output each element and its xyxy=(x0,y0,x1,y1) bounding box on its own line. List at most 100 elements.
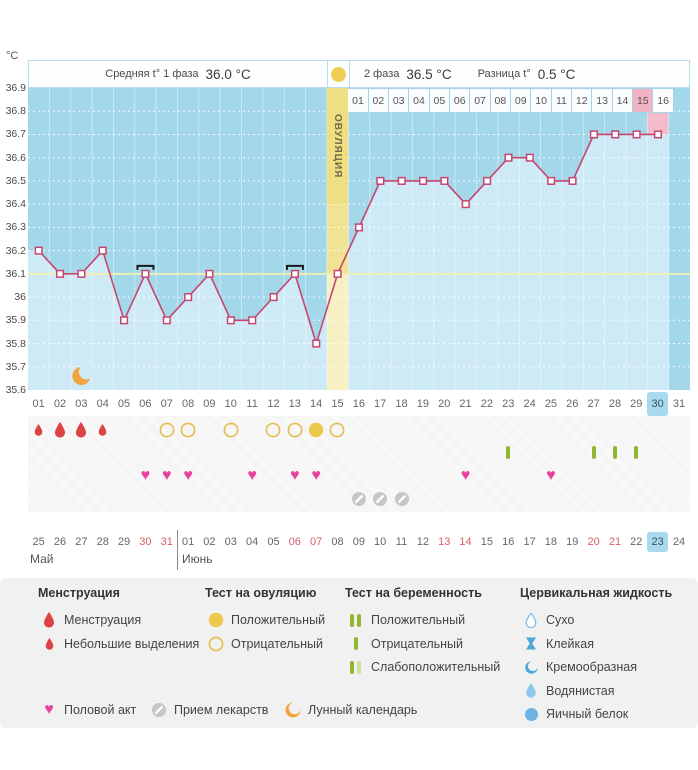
drop-small-day-1[interactable] xyxy=(28,418,49,441)
temp-point-day-5[interactable] xyxy=(120,316,129,325)
temp-point-day-9[interactable] xyxy=(205,269,214,278)
circle-outline-day-10[interactable] xyxy=(220,418,241,441)
heart-day-11[interactable]: ♥ xyxy=(247,466,257,484)
temp-point-day-24[interactable] xyxy=(525,153,534,162)
calendar-date-30[interactable]: 30 xyxy=(139,536,152,548)
calendar-date-05[interactable]: 05 xyxy=(267,536,280,548)
phase2-day-10[interactable]: 10 xyxy=(530,88,552,113)
calendar-date-10[interactable]: 10 xyxy=(374,536,387,548)
phase2-day-14[interactable]: 14 xyxy=(611,88,634,113)
calendar-date-24[interactable]: 24 xyxy=(672,536,686,548)
cycle-day-05[interactable]: 05 xyxy=(117,398,131,410)
temp-point-day-20[interactable] xyxy=(440,176,449,185)
phase2-day-16[interactable]: 16 xyxy=(652,88,674,113)
cycle-day-21[interactable]: 21 xyxy=(459,398,472,410)
cycle-day-15[interactable]: 15 xyxy=(331,398,344,410)
calendar-date-29[interactable]: 29 xyxy=(117,536,131,548)
phase2-day-04[interactable]: 04 xyxy=(408,88,430,113)
calendar-date-04[interactable]: 04 xyxy=(245,536,259,548)
phase2-day-08[interactable]: 08 xyxy=(489,88,512,113)
calendar-date-18[interactable]: 18 xyxy=(544,536,558,548)
drop-big-day-3[interactable] xyxy=(71,418,92,441)
cycle-day-09[interactable]: 09 xyxy=(203,398,216,410)
temp-point-day-1[interactable] xyxy=(34,246,43,255)
cycle-day-17[interactable]: 17 xyxy=(374,398,387,410)
temperature-chart[interactable] xyxy=(28,88,690,390)
cycle-day-27[interactable]: 27 xyxy=(587,398,600,410)
drop-small-day-4[interactable] xyxy=(92,418,113,441)
temp-point-day-13[interactable] xyxy=(290,269,299,278)
calendar-date-01[interactable]: 01 xyxy=(181,536,195,548)
bar-one-day-28[interactable] xyxy=(604,441,625,464)
temp-point-day-23[interactable] xyxy=(504,153,513,162)
cycle-day-31[interactable]: 31 xyxy=(672,398,686,410)
heart-day-21[interactable]: ♥ xyxy=(460,466,471,484)
cycle-day-23[interactable]: 23 xyxy=(502,398,515,410)
cycle-day-11[interactable]: 11 xyxy=(246,398,258,410)
circle-filled-day-14[interactable] xyxy=(305,418,326,441)
cycle-day-24[interactable]: 24 xyxy=(523,398,536,410)
temp-point-day-21[interactable] xyxy=(461,200,470,209)
cycle-day-01[interactable]: 01 xyxy=(32,398,45,410)
cycle-day-12[interactable]: 12 xyxy=(267,398,280,410)
bar-one-day-27[interactable] xyxy=(583,441,604,464)
temp-point-day-7[interactable] xyxy=(162,316,171,325)
temp-point-day-17[interactable] xyxy=(376,176,385,185)
cycle-day-22[interactable]: 22 xyxy=(480,398,494,410)
phase2-day-07[interactable]: 07 xyxy=(469,88,491,113)
temp-point-day-10[interactable] xyxy=(226,316,235,325)
bar-one-day-29[interactable] xyxy=(626,441,647,464)
heart-day-14[interactable]: ♥ xyxy=(311,466,321,484)
temp-point-day-26[interactable] xyxy=(568,176,577,185)
calendar-date-19[interactable]: 19 xyxy=(566,536,579,548)
temp-point-day-25[interactable] xyxy=(547,176,556,185)
circle-outline-day-15[interactable] xyxy=(327,418,348,441)
pill-day-17[interactable] xyxy=(370,487,391,510)
temp-point-day-6[interactable] xyxy=(141,269,150,278)
cycle-day-14[interactable]: 14 xyxy=(310,398,323,410)
drop-big-day-2[interactable] xyxy=(49,418,70,441)
cycle-day-16[interactable]: 16 xyxy=(352,398,365,410)
cycle-day-04[interactable]: 04 xyxy=(96,398,109,410)
circle-outline-day-8[interactable] xyxy=(177,418,198,441)
heart-day-7[interactable]: ♥ xyxy=(161,466,172,484)
cycle-day-18[interactable]: 18 xyxy=(395,398,408,410)
temp-point-day-30[interactable] xyxy=(653,130,663,139)
temp-point-day-18[interactable] xyxy=(397,176,406,185)
circle-outline-day-12[interactable] xyxy=(263,418,284,441)
phase2-day-05[interactable]: 05 xyxy=(428,88,451,113)
phase2-day-06[interactable]: 06 xyxy=(449,88,471,113)
pill-day-16[interactable] xyxy=(348,487,369,510)
cycle-day-29[interactable]: 29 xyxy=(630,398,643,410)
phase2-day-12[interactable]: 12 xyxy=(571,88,593,113)
phase2-day-09[interactable]: 09 xyxy=(510,88,532,113)
phase2-day-15[interactable]: 15 xyxy=(632,88,654,113)
temp-point-day-16[interactable] xyxy=(354,223,364,232)
temp-point-day-15[interactable] xyxy=(333,269,342,278)
phase2-day-13[interactable]: 13 xyxy=(591,88,613,113)
temp-point-day-29[interactable] xyxy=(632,130,641,139)
cycle-day-06[interactable]: 06 xyxy=(139,398,152,410)
bar-one-day-23[interactable] xyxy=(498,441,519,464)
calendar-date-15[interactable]: 15 xyxy=(480,536,494,548)
cycle-day-20[interactable]: 20 xyxy=(438,398,451,410)
calendar-date-16[interactable]: 16 xyxy=(502,536,515,548)
calendar-date-22[interactable]: 22 xyxy=(630,536,643,548)
heart-day-13[interactable]: ♥ xyxy=(290,466,300,484)
temp-point-day-2[interactable] xyxy=(55,269,65,278)
cycle-day-13[interactable]: 13 xyxy=(288,398,301,410)
circle-outline-day-13[interactable] xyxy=(284,418,305,441)
phase2-day-02[interactable]: 02 xyxy=(367,88,389,113)
pill-day-18[interactable] xyxy=(391,487,412,510)
calendar-date-31[interactable]: 31 xyxy=(160,536,173,548)
heart-day-25[interactable]: ♥ xyxy=(546,466,556,484)
cycle-day-28[interactable]: 28 xyxy=(608,398,622,410)
phase2-day-11[interactable]: 11 xyxy=(550,88,573,113)
temp-point-day-3[interactable] xyxy=(77,269,86,278)
calendar-date-08[interactable]: 08 xyxy=(331,536,344,548)
calendar-date-27[interactable]: 27 xyxy=(75,536,88,548)
cycle-day-08[interactable]: 08 xyxy=(181,398,195,410)
cycle-day-30[interactable]: 30 xyxy=(646,392,669,416)
cycle-day-26[interactable]: 26 xyxy=(566,398,579,410)
temp-point-day-27[interactable] xyxy=(589,130,598,139)
